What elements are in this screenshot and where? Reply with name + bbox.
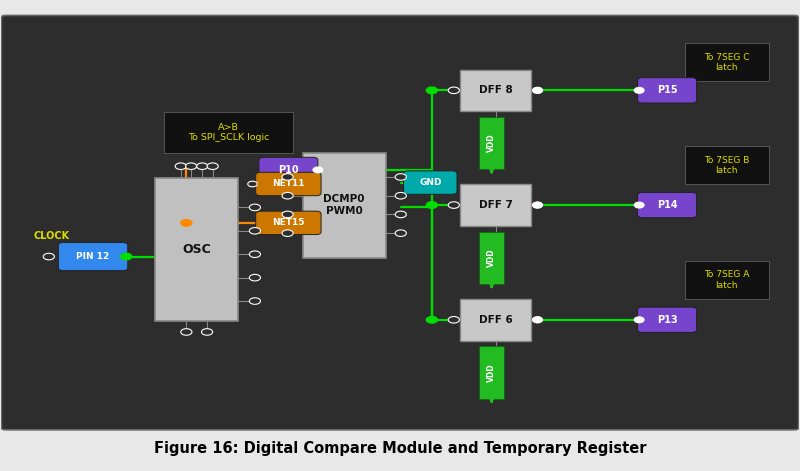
Text: NET11: NET11	[272, 179, 305, 188]
Circle shape	[121, 253, 132, 260]
Text: VDD: VDD	[487, 134, 496, 152]
Circle shape	[248, 181, 258, 187]
Text: P13: P13	[657, 315, 678, 325]
FancyBboxPatch shape	[460, 184, 531, 226]
Circle shape	[175, 163, 186, 170]
Text: To 7SEG B
latch: To 7SEG B latch	[704, 155, 750, 175]
Circle shape	[448, 202, 459, 208]
Circle shape	[448, 87, 459, 94]
Text: A>B
To SPI_SCLK logic: A>B To SPI_SCLK logic	[188, 123, 270, 142]
Circle shape	[533, 317, 542, 323]
Circle shape	[43, 253, 54, 260]
FancyBboxPatch shape	[259, 157, 318, 183]
FancyBboxPatch shape	[155, 179, 238, 321]
Text: P14: P14	[657, 200, 678, 210]
Text: NET15: NET15	[272, 219, 305, 227]
FancyBboxPatch shape	[638, 193, 697, 218]
Circle shape	[250, 275, 261, 281]
FancyBboxPatch shape	[479, 346, 505, 398]
FancyBboxPatch shape	[685, 261, 769, 299]
FancyBboxPatch shape	[479, 232, 505, 284]
Circle shape	[202, 329, 213, 335]
Text: Figure 16: Digital Compare Module and Temporary Register: Figure 16: Digital Compare Module and Te…	[154, 441, 646, 456]
Circle shape	[313, 167, 322, 173]
Text: VDD: VDD	[487, 248, 496, 267]
Circle shape	[250, 251, 261, 258]
FancyBboxPatch shape	[638, 78, 697, 103]
Circle shape	[533, 88, 542, 93]
Text: DFF 8: DFF 8	[478, 85, 513, 95]
Circle shape	[533, 88, 542, 93]
Text: GND: GND	[419, 178, 442, 187]
Circle shape	[426, 317, 438, 323]
Circle shape	[250, 204, 261, 211]
Circle shape	[282, 230, 293, 236]
FancyBboxPatch shape	[479, 117, 505, 169]
Circle shape	[250, 227, 261, 234]
FancyBboxPatch shape	[256, 211, 321, 235]
Text: CLOCK: CLOCK	[34, 230, 70, 241]
Circle shape	[634, 88, 644, 93]
Circle shape	[186, 163, 197, 170]
Circle shape	[181, 329, 192, 335]
Text: To 7SEG C
latch: To 7SEG C latch	[704, 53, 750, 72]
Circle shape	[395, 174, 406, 180]
Circle shape	[533, 317, 542, 323]
Circle shape	[533, 202, 542, 208]
Circle shape	[250, 298, 261, 304]
Circle shape	[282, 211, 293, 218]
FancyBboxPatch shape	[302, 153, 386, 258]
Circle shape	[634, 317, 644, 323]
Circle shape	[282, 174, 293, 180]
Text: DFF 6: DFF 6	[478, 315, 513, 325]
Text: OSC: OSC	[182, 243, 211, 256]
Circle shape	[634, 202, 644, 208]
Text: DCMP0
PWM0: DCMP0 PWM0	[323, 194, 365, 216]
Circle shape	[395, 230, 406, 236]
FancyBboxPatch shape	[460, 70, 531, 111]
Circle shape	[207, 163, 218, 170]
Circle shape	[197, 163, 208, 170]
Circle shape	[395, 211, 406, 218]
FancyBboxPatch shape	[685, 146, 769, 184]
Circle shape	[533, 202, 542, 208]
Text: P10: P10	[278, 165, 298, 175]
Text: P15: P15	[657, 85, 678, 95]
FancyBboxPatch shape	[165, 113, 293, 153]
FancyBboxPatch shape	[58, 243, 128, 271]
Text: PIN 12: PIN 12	[77, 252, 110, 261]
FancyBboxPatch shape	[256, 172, 321, 196]
Text: VDD: VDD	[487, 363, 496, 382]
Circle shape	[181, 219, 192, 226]
Circle shape	[426, 202, 438, 208]
Circle shape	[448, 317, 459, 323]
FancyBboxPatch shape	[403, 171, 457, 195]
Text: DFF 7: DFF 7	[478, 200, 513, 210]
Text: To 7SEG A
latch: To 7SEG A latch	[704, 270, 750, 290]
Circle shape	[395, 193, 406, 199]
FancyBboxPatch shape	[638, 307, 697, 333]
Circle shape	[426, 87, 438, 94]
FancyBboxPatch shape	[685, 43, 769, 81]
Circle shape	[282, 193, 293, 199]
FancyBboxPatch shape	[460, 299, 531, 341]
FancyBboxPatch shape	[2, 16, 798, 430]
